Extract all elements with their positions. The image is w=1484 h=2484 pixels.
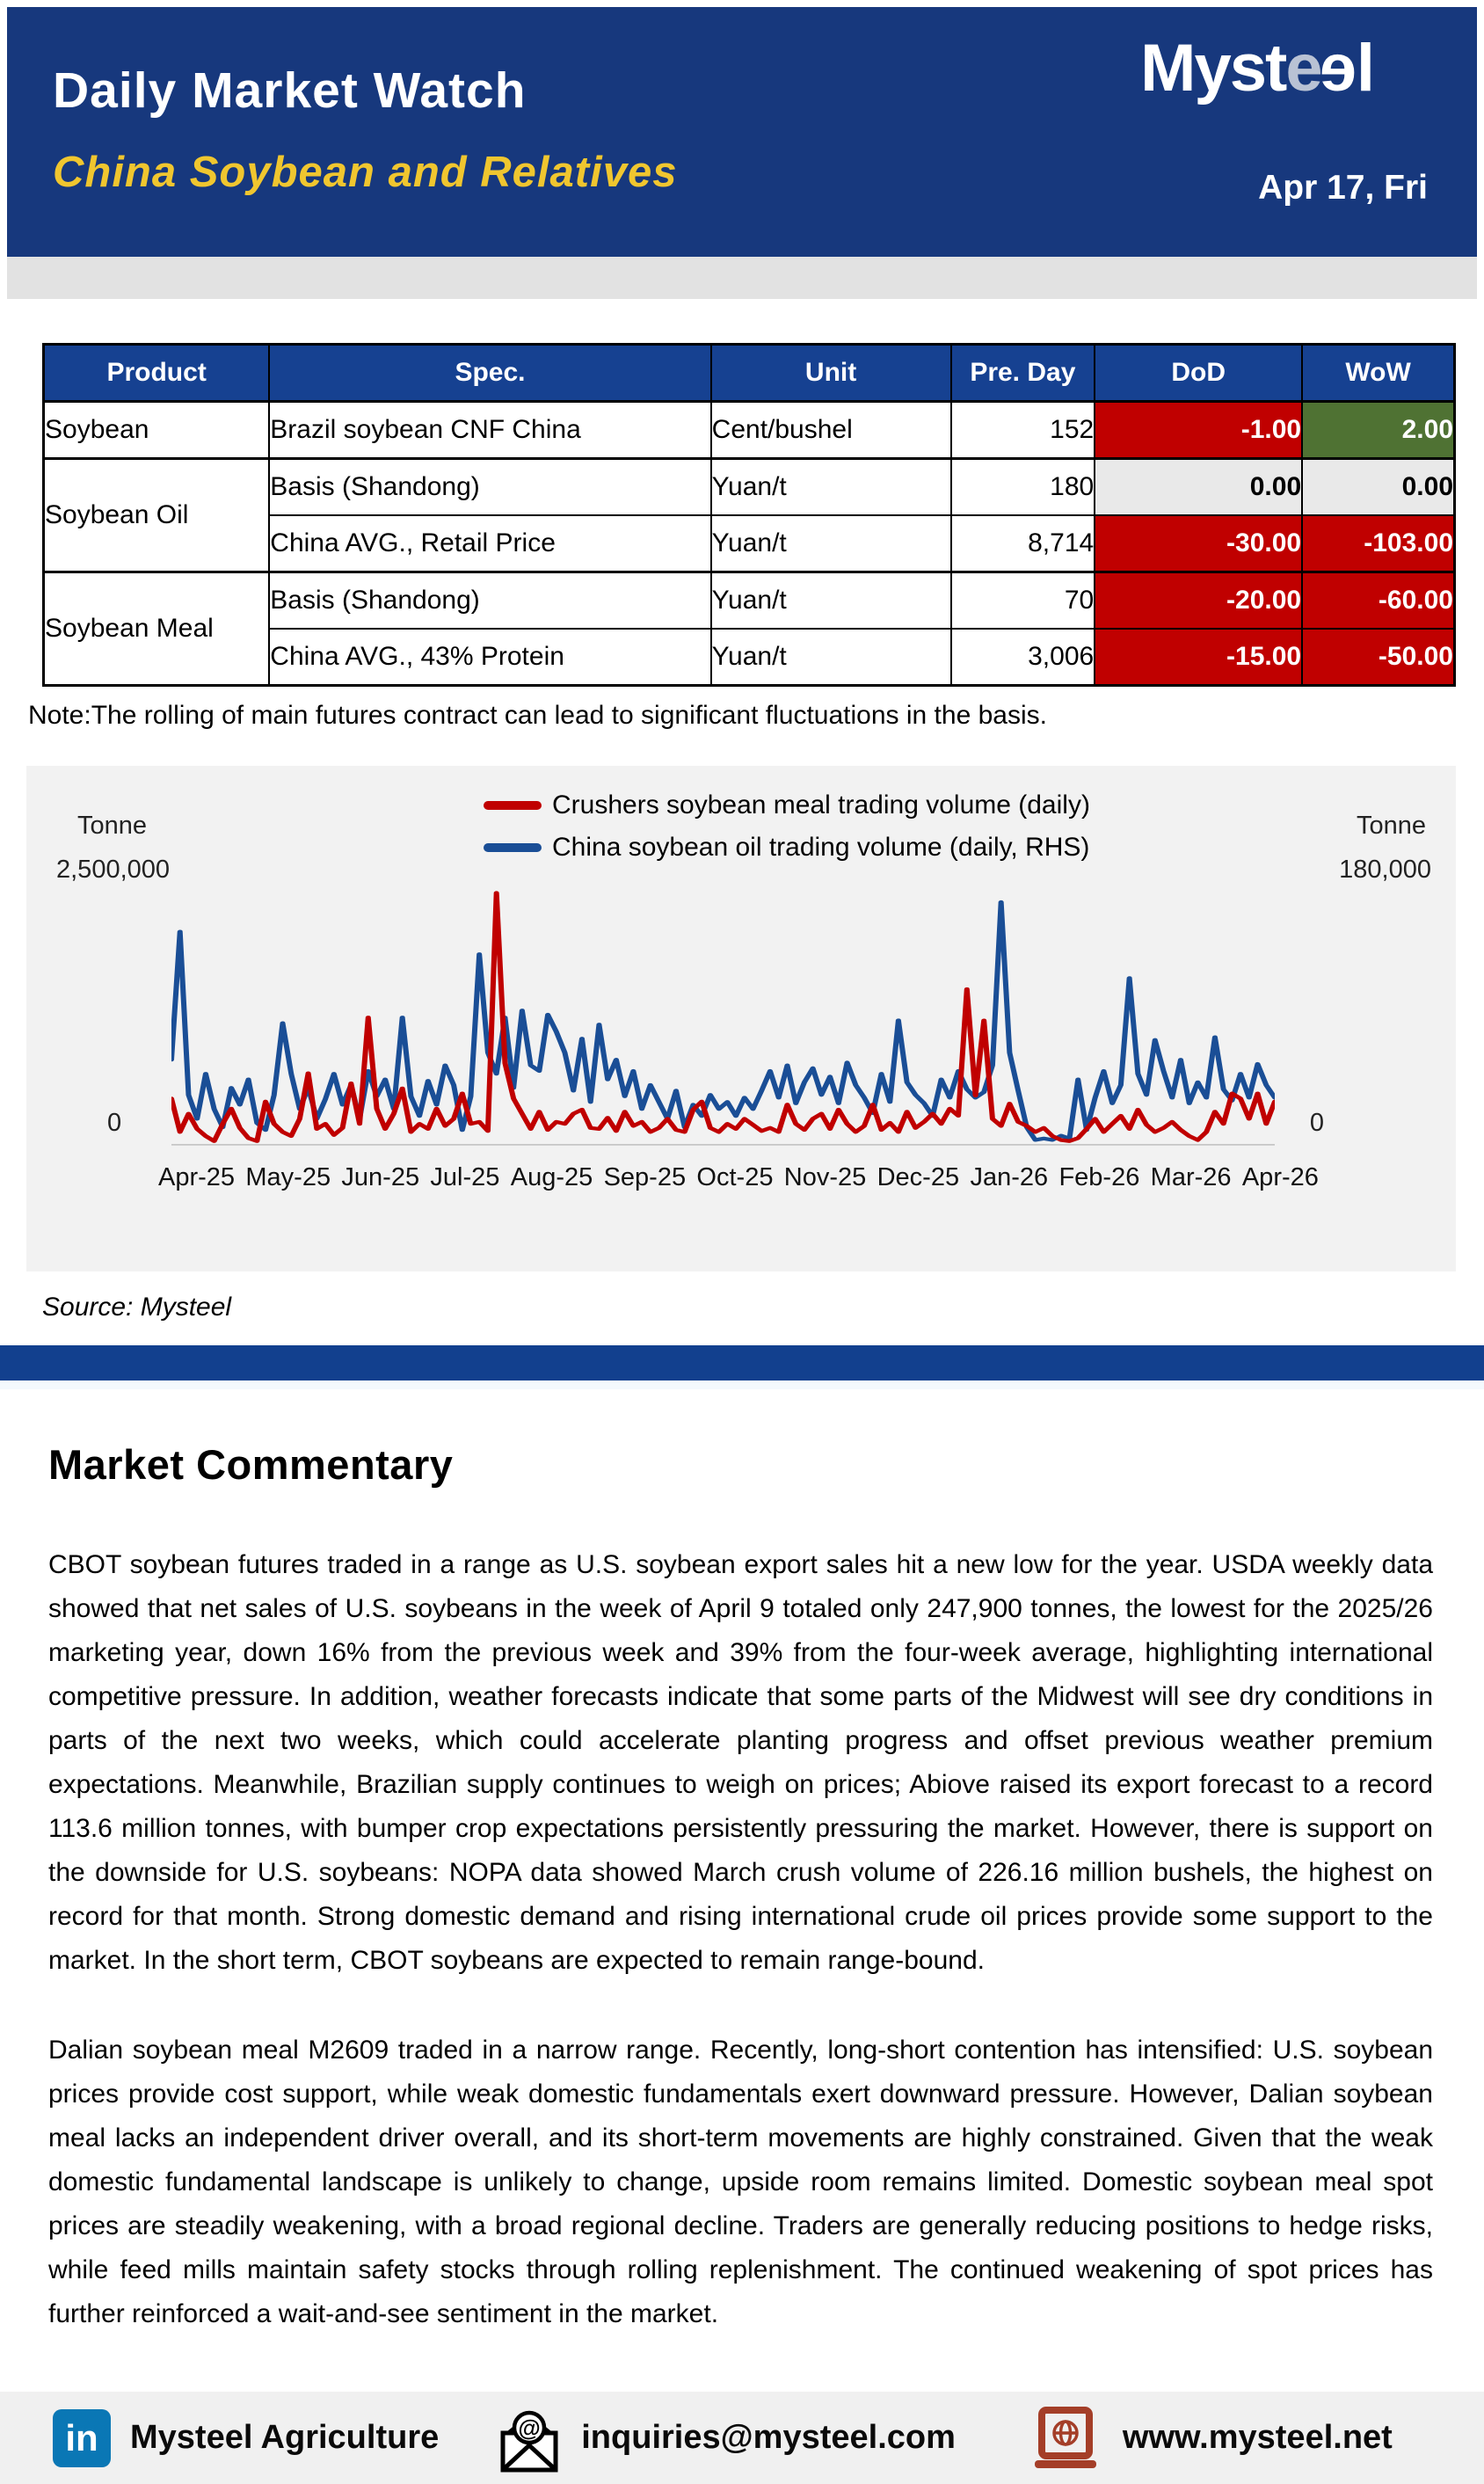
chart-x-axis-labels: Apr-25 May-25 Jun-25 Jul-25 Aug-25 Sep-25 Oct-… (158, 1163, 1319, 1192)
legend-swatch (484, 843, 542, 852)
x-tick-label: Nov-25 (783, 1163, 867, 1191)
x-tick-label: Oct-25 (696, 1163, 774, 1191)
column-header: Spec. (268, 343, 712, 403)
column-header: Product (42, 343, 271, 403)
pre-day-cell: 180 (949, 457, 1096, 516)
contact-footer: in Mysteel Agriculture @ inquiries@myste… (0, 2392, 1484, 2484)
spec-cell: Basis (Shandong) (268, 457, 712, 516)
report-header: Daily Market Watch China Soybean and Rel… (7, 7, 1477, 257)
page-subtitle: China Soybean and Relatives (53, 149, 678, 196)
left-axis-unit: Tonne (77, 812, 148, 840)
right-axis-max: 180,000 (1339, 856, 1431, 884)
pre-day-cell: 8,714 (949, 514, 1096, 573)
report-date: Apr 17, Fri (1258, 169, 1428, 207)
dod-cell: -1.00 (1094, 400, 1304, 460)
x-tick-label: Sep-25 (603, 1163, 687, 1191)
pre-day-cell: 3,006 (949, 628, 1096, 687)
unit-cell: Yuan/t (709, 514, 952, 573)
header-divider-strip (7, 257, 1477, 299)
product-cell: Soybean Meal (42, 571, 271, 687)
soybean-meal-line (171, 891, 1275, 1143)
wow-cell: 0.00 (1301, 457, 1456, 516)
svg-text:@: @ (519, 2415, 541, 2441)
section-divider-tint (0, 1380, 1484, 1389)
unit-cell: Cent/bushel (709, 400, 952, 460)
x-tick-label: Feb-26 (1058, 1163, 1140, 1191)
chart-canvas (171, 891, 1275, 1146)
chart-source: Source: Mysteel (42, 1293, 232, 1322)
dod-cell: -30.00 (1094, 514, 1304, 573)
contact-email[interactable]: inquiries@mysteel.com (581, 2419, 956, 2456)
column-header: WoW (1301, 343, 1456, 403)
table-row: China AVG., Retail Price Yuan/t 8,714 -30.0… (44, 514, 1456, 573)
table-row: Soybean Brazil soybean CNF China Cent/bush… (42, 400, 1456, 460)
product-cell: Soybean Oil (42, 457, 271, 573)
left-axis-max: 2,500,000 (56, 856, 171, 884)
dod-cell: 0.00 (1094, 457, 1304, 516)
table-note: Note:The rolling of main futures contrac… (28, 701, 1047, 730)
price-table-header: Product Spec. Unit Pre. Day DoD WoW (42, 343, 1456, 403)
legend-label: China soybean oil trading volume (daily,… (552, 833, 1090, 862)
commentary-heading: Market Commentary (48, 1441, 454, 1488)
website-url[interactable]: www.mysteel.net (1122, 2419, 1393, 2456)
wow-cell: -60.00 (1301, 571, 1456, 630)
unit-cell: Yuan/t (709, 457, 952, 516)
legend-swatch (484, 801, 542, 810)
x-tick-label: May-25 (245, 1163, 331, 1191)
left-axis-min: 0 (107, 1109, 122, 1137)
pre-day-cell: 152 (949, 400, 1096, 460)
x-tick-label: Jul-25 (430, 1163, 500, 1191)
website-laptop-icon (1034, 2406, 1096, 2468)
email-envelope-icon: @ (500, 2410, 558, 2472)
wow-cell: -50.00 (1301, 628, 1456, 687)
spec-cell: China AVG., Retail Price (268, 514, 712, 573)
chart-legend: Crushers soybean meal trading volume (da… (484, 790, 1090, 863)
commentary-paragraph-2: Dalian soybean meal M2609 traded in a na… (48, 2036, 1433, 2328)
page-title: Daily Market Watch (53, 62, 527, 119)
section-divider-bar (0, 1345, 1484, 1380)
linkedin-account-name: Mysteel Agriculture (130, 2419, 440, 2456)
column-header: Pre. Day (949, 343, 1096, 403)
x-tick-label: Aug-25 (510, 1163, 593, 1191)
x-tick-label: Mar-26 (1150, 1163, 1232, 1191)
table-row: Soybean Oil Basis (Shandong) Yuan/t 180 0.00… (42, 457, 1456, 573)
legend-label: Crushers soybean meal trading volume (da… (552, 790, 1090, 820)
spec-cell: China AVG., 43% Protein (268, 628, 712, 687)
price-table: Product Spec. Unit Pre. Day DoD WoW Soybean Br… (42, 343, 1456, 687)
wow-cell: 2.00 (1301, 400, 1456, 460)
table-row: China AVG., 43% Protein Yuan/t 3,006 -15.00… (44, 628, 1456, 687)
x-tick-label: Dec-25 (877, 1163, 960, 1191)
right-axis-min: 0 (1309, 1109, 1324, 1137)
dod-cell: -15.00 (1094, 628, 1304, 687)
x-tick-label: Jun-25 (341, 1163, 420, 1191)
dod-cell: -20.00 (1094, 571, 1304, 630)
soybean-oil-line (171, 900, 1275, 1142)
spec-cell: Brazil soybean CNF China (268, 400, 712, 460)
trading-volume-chart: Tonne 2,500,000 Tonne 180,000 0 0 Crushe… (26, 766, 1456, 1271)
commentary-paragraph-1: CBOT soybean futures traded in a range a… (48, 1550, 1433, 1975)
x-tick-label: Apr-26 (1241, 1163, 1319, 1191)
unit-cell: Yuan/t (709, 628, 952, 687)
column-header: DoD (1094, 343, 1304, 403)
spec-cell: Basis (Shandong) (268, 571, 712, 630)
legend-item: Crushers soybean meal trading volume (da… (484, 790, 1090, 820)
table-row: Soybean Meal Basis (Shandong) Yuan/t 70 -20.… (42, 571, 1456, 687)
x-tick-label: Apr-25 (158, 1163, 236, 1191)
right-axis-unit: Tonne (1356, 812, 1426, 840)
unit-cell: Yuan/t (709, 571, 952, 630)
column-header: Unit (709, 343, 952, 403)
market-commentary-section: Market Commentary CBOT soybean futures t… (0, 1440, 1484, 2336)
product-cell: Soybean (42, 400, 271, 460)
linkedin-icon[interactable]: in (53, 2408, 111, 2467)
wow-cell: -103.00 (1301, 514, 1456, 573)
mysteel-logo: Mysteel (1140, 31, 1375, 106)
legend-item: China soybean oil trading volume (daily,… (484, 833, 1090, 863)
chart-plot-area (171, 887, 1275, 1147)
pre-day-cell: 70 (949, 571, 1096, 630)
x-tick-label: Jan-26 (970, 1163, 1049, 1191)
